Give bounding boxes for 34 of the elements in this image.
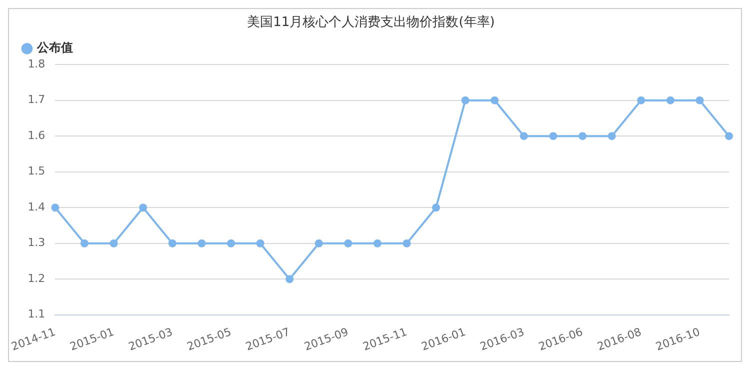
point [373, 239, 382, 248]
point [314, 239, 323, 248]
point [549, 132, 558, 140]
point [637, 96, 646, 104]
point [608, 132, 616, 140]
point [51, 204, 60, 212]
y-tick-label: 1.3 [28, 236, 46, 250]
point [286, 275, 294, 284]
point [344, 239, 352, 248]
point [725, 132, 733, 140]
point [666, 96, 674, 104]
y-tick-label: 1.2 [28, 272, 46, 285]
y-tick-label: 1.1 [28, 308, 46, 321]
point [461, 96, 470, 104]
point [110, 239, 118, 248]
point [432, 204, 440, 212]
point [578, 132, 587, 140]
point [168, 239, 176, 248]
point [139, 204, 148, 212]
point [80, 239, 88, 248]
chart-title: 美国11月核心个人消费支出物价指数(年率) [247, 14, 495, 30]
y-tick-label: 1.4 [28, 200, 46, 214]
point [490, 96, 499, 104]
point [256, 239, 264, 248]
y-tick-label: 1.5 [28, 164, 46, 178]
point [402, 239, 411, 248]
y-tick-label: 1.6 [28, 128, 46, 142]
legend-label: 公布值 [36, 40, 73, 55]
y-tick-label: 1.7 [28, 93, 46, 106]
point [226, 239, 235, 248]
point [696, 96, 704, 104]
point [520, 132, 528, 140]
point [198, 239, 206, 248]
y-tick-label: 1.8 [28, 57, 46, 70]
